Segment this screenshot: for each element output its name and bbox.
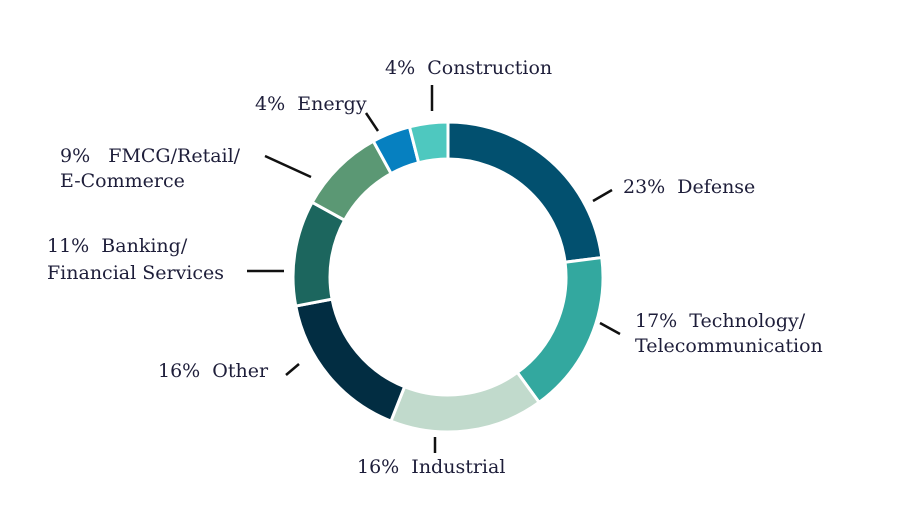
data-label: 11% Banking/	[47, 235, 188, 257]
data-label: 4% Energy	[255, 93, 367, 115]
slice-defense	[446, 120, 604, 264]
data-label: Financial Services	[47, 262, 224, 284]
data-label: E-Commerce	[60, 170, 185, 192]
data-label: 23% Defense	[623, 176, 755, 198]
data-label: 4% Construction	[385, 57, 552, 79]
data-label: Telecommunication	[635, 335, 823, 357]
leader-line	[592, 188, 613, 203]
leader-line	[599, 321, 621, 336]
slice-other	[293, 297, 407, 424]
slice-industrial	[388, 370, 542, 434]
leader-line	[364, 112, 380, 132]
data-label: 9% FMCG/Retail/	[60, 145, 241, 167]
leader-line	[285, 363, 300, 376]
slice-construction	[407, 120, 450, 165]
leader-line	[264, 154, 312, 179]
data-label: 16% Other	[158, 360, 269, 382]
slice-banking-financial-services	[291, 200, 347, 308]
data-label: 16% Industrial	[357, 456, 505, 478]
data-label: 17% Technology/	[635, 310, 806, 332]
slice-technology-telecommunication	[515, 255, 605, 405]
